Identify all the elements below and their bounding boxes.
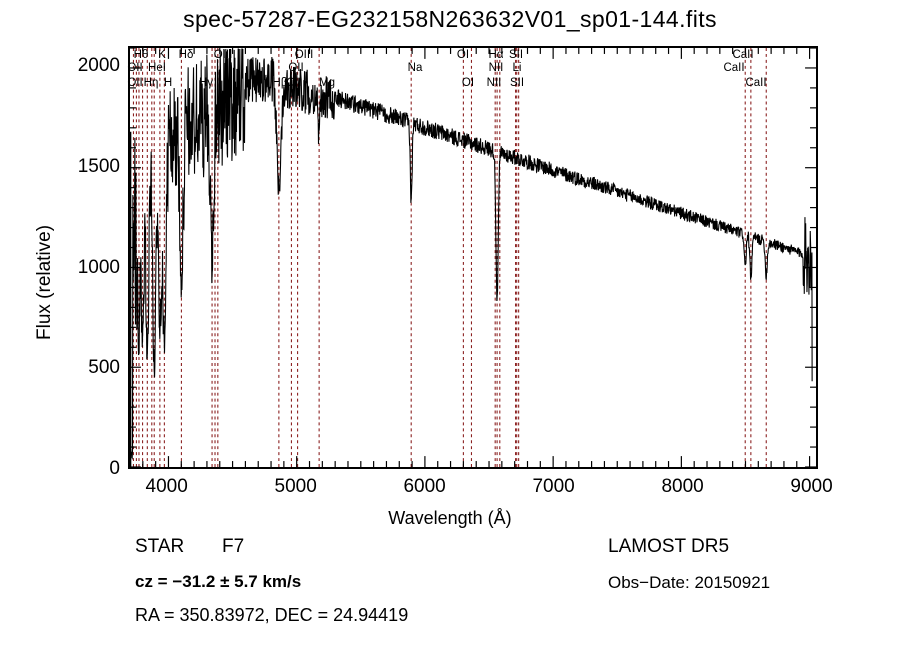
redshift-velocity-label: cz = −31.2 ± 5.7 km/s [135, 572, 302, 591]
x-tick-label: 8000 [661, 476, 704, 497]
line-id-label: OI [461, 77, 475, 89]
x-tick-label: 7000 [532, 476, 575, 497]
line-id-label: Hδ [178, 49, 194, 61]
line-id-label: OIII [294, 49, 314, 61]
line-id-label: Mg [319, 77, 335, 89]
reference-line-group [132, 48, 767, 467]
line-id-label: SII [508, 49, 524, 61]
y-tick-label: 2000 [77, 55, 120, 77]
coordinates-label: RA = 350.83972, DEC = 24.94419 [135, 605, 409, 625]
y-tick-label: 1000 [77, 256, 120, 278]
line-id-label: CaII [745, 77, 767, 89]
object-class-label: STAR [135, 536, 185, 557]
line-id-label: Hα [488, 49, 504, 61]
x-tick-label: 6000 [403, 476, 446, 497]
line-id-label: OIII [213, 49, 233, 61]
plot-canvas [130, 48, 816, 467]
line-id-label: H [163, 77, 173, 89]
observation-date-label: Obs−Date: 20150921 [608, 573, 771, 592]
x-tick-label: 4000 [145, 476, 188, 497]
line-id-label: CaII [723, 62, 745, 74]
x-axis-title: Wavelength (Å) [388, 508, 512, 528]
line-id-label: Hγ [198, 77, 214, 89]
line-id-label: K [158, 49, 166, 61]
line-id-label: Hβ [272, 77, 288, 89]
y-tick-label: 500 [88, 357, 120, 379]
figure-title: spec-57287-EG232158N263632V01_sp01-144.f… [183, 6, 717, 32]
line-id-label: CaII [732, 49, 754, 61]
line-id-label: OII [288, 62, 304, 74]
line-id-label: Hη [143, 77, 159, 89]
spectrum-trace [130, 48, 813, 461]
line-id-label: Na [407, 62, 423, 74]
line-id-label: Hθ [133, 49, 149, 61]
x-tick-label: 5000 [274, 476, 317, 497]
line-id-label: OII [127, 62, 143, 74]
spectrum-plot-svg [130, 48, 816, 467]
line-id-label: NII [488, 62, 504, 74]
line-id-label: OII [286, 77, 302, 89]
line-id-label: SII [509, 77, 525, 89]
line-id-label: OII [127, 77, 143, 89]
y-tick-label: 0 [109, 458, 120, 479]
line-id-label: HeI [148, 62, 166, 74]
plot-area: Hθ K Hδ OIII OIII OI Hα SII CaII OII HeI Na NII Li OII… [127, 46, 818, 469]
line-id-label: Li [512, 62, 522, 74]
y-tick-label: 1500 [77, 155, 120, 177]
survey-label: LAMOST DR5 [608, 536, 730, 557]
y-axis-title: Flux (relative) [34, 224, 55, 340]
x-tick-label: 9000 [790, 476, 833, 497]
spectral-type-label: F7 [222, 536, 245, 557]
line-id-label: NII [486, 77, 502, 89]
line-id-label: OI [456, 49, 470, 61]
